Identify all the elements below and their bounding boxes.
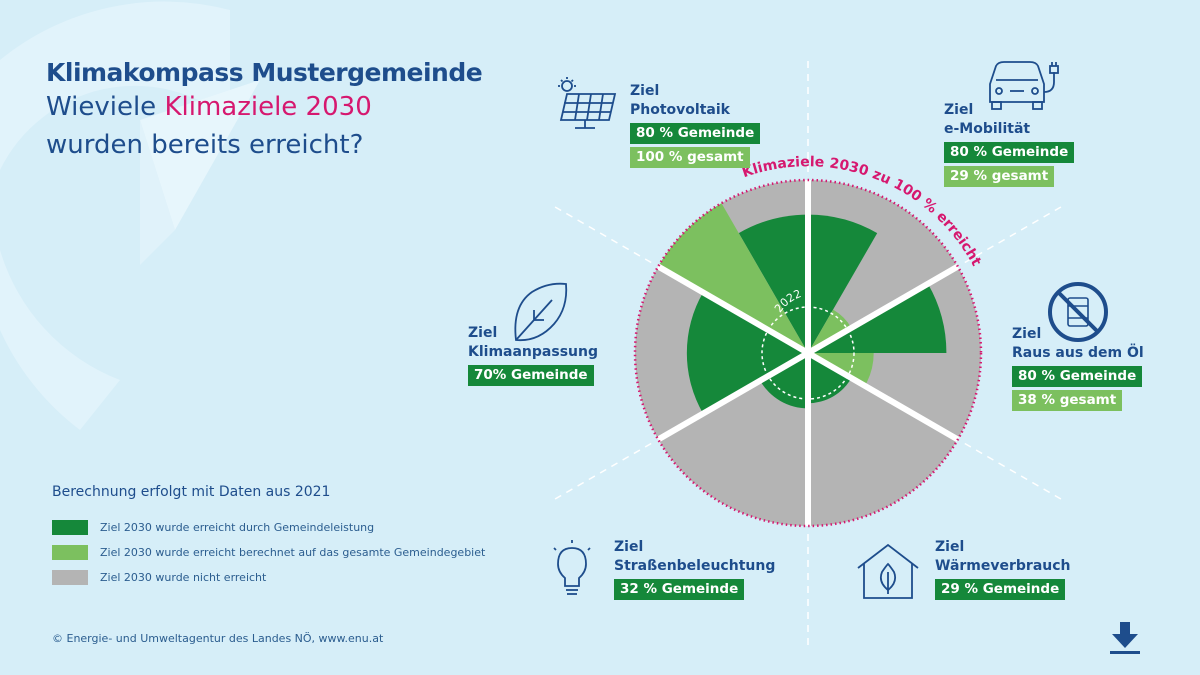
goal-strassenbeleuchtung: Ziel Straßenbeleuchtung 32 % Gemeinde xyxy=(614,538,775,600)
no-oil-barrel-icon xyxy=(1048,282,1108,342)
badge-gemeinde: 32 % Gemeinde xyxy=(614,579,745,600)
page-title: Klimakompass Mustergemeinde xyxy=(46,58,483,87)
sector-background-wärmeverbrauch xyxy=(808,353,958,526)
legend-label: Ziel 2030 wurde erreicht durch Gemeindel… xyxy=(100,521,375,534)
badge-gemeinde: 80 % Gemeinde xyxy=(1012,366,1143,387)
goal-ziel-label: Ziel xyxy=(468,325,498,341)
subtitle-accent: Klimaziele 2030 xyxy=(164,92,372,122)
sector-divider xyxy=(656,350,810,443)
sector-divider xyxy=(806,350,960,443)
sector-gemeinde-photovoltaik xyxy=(738,214,808,353)
goal-ziel-label: Ziel xyxy=(630,83,660,99)
house-leaf-icon xyxy=(857,543,919,599)
sector-background-straßenbeleuchtung xyxy=(658,353,808,526)
chart-legend: Berechnung erfolgt mit Daten aus 2021 Zi… xyxy=(52,484,485,595)
goal-name: e-Mobilität xyxy=(944,121,1031,137)
badge-gesamt: 38 % gesamt xyxy=(1012,390,1123,411)
goal-klimaanpassung: Ziel Klimaanpassung 70% Gemeinde xyxy=(468,324,598,386)
legend-label: Ziel 2030 wurde nicht erreicht xyxy=(100,571,267,584)
chart-sectors xyxy=(635,180,981,526)
sector-gesamt-photovoltaik xyxy=(658,203,808,353)
inner-2022-circle xyxy=(761,306,855,400)
chart-dividers xyxy=(656,180,960,526)
legend-item: Ziel 2030 wurde erreicht berechnet auf d… xyxy=(52,545,485,560)
goal-ziel-label: Ziel xyxy=(935,539,965,555)
legend-swatch-grey xyxy=(52,570,88,585)
goal-emobilitaet: Ziel e-Mobilität 80 % Gemeinde 29 % gesa… xyxy=(944,101,1075,187)
badge-gemeinde: 80 % Gemeinde xyxy=(630,123,761,144)
electric-car-icon xyxy=(989,61,1059,110)
leaf-icon xyxy=(514,282,568,342)
sector-gemeinde-klimaanpassung xyxy=(686,292,808,414)
goal-name: Klimaanpassung xyxy=(468,344,598,360)
legend-item: Ziel 2030 wurde nicht erreicht xyxy=(52,570,485,585)
guide-line xyxy=(549,442,652,503)
solar-panel-icon xyxy=(558,77,617,129)
goal-photovoltaik: Ziel Photovoltaik 80 % Gemeinde 100 % ge… xyxy=(630,82,761,168)
goal-ziel-label: Ziel xyxy=(1012,326,1042,342)
page-subtitle: Wieviele Klimaziele 2030 xyxy=(46,92,372,122)
badge-gemeinde: 80 % Gemeinde xyxy=(944,142,1075,163)
subtitle-prefix: Wieviele xyxy=(46,92,165,122)
legend-swatch-light xyxy=(52,545,88,560)
legend-item: Ziel 2030 wurde erreicht durch Gemeindel… xyxy=(52,520,485,535)
download-icon[interactable] xyxy=(1108,620,1142,656)
sector-gemeinde-wärmeverbrauch xyxy=(808,353,852,404)
chart-guide-lines xyxy=(549,55,1067,651)
sector-divider xyxy=(656,263,810,356)
light-bulb-icon xyxy=(553,540,591,595)
badge-gemeinde: 29 % Gemeinde xyxy=(935,579,1066,600)
sector-gemeinde-e-mobilität xyxy=(808,214,878,353)
goal-waermeverbrauch: Ziel Wärmeverbrauch 29 % Gemeinde xyxy=(935,538,1071,600)
goal-name: Straßenbeleuchtung xyxy=(614,558,776,574)
legend-title: Berechnung erfolgt mit Daten aus 2021 xyxy=(52,484,331,500)
goal-oel: Ziel Raus aus dem Öl 80 % Gemeinde 38 % … xyxy=(1012,325,1144,411)
legend-swatch-dark xyxy=(52,520,88,535)
goal-name: Photovoltaik xyxy=(630,102,730,118)
goal-name: Raus aus dem Öl xyxy=(1012,345,1144,361)
guide-line xyxy=(549,203,652,264)
sector-divider xyxy=(806,263,960,356)
badge-gesamt: 29 % gesamt xyxy=(944,166,1055,187)
goal-name: Wärmeverbrauch xyxy=(935,558,1071,574)
goal-ziel-label: Ziel xyxy=(614,539,644,555)
guide-line xyxy=(964,442,1067,503)
sector-gemeinde-straßenbeleuchtung xyxy=(760,353,808,409)
copyright-footer: © Energie- und Umweltagentur des Landes … xyxy=(52,632,384,645)
badge-gemeinde: 70% Gemeinde xyxy=(468,365,594,386)
badge-gesamt: 100 % gesamt xyxy=(630,147,750,168)
legend-label: Ziel 2030 wurde erreicht berechnet auf d… xyxy=(100,546,486,559)
goal-ziel-label: Ziel xyxy=(944,102,974,118)
guide-line xyxy=(964,203,1067,264)
page-subtitle-line2: wurden bereits erreicht? xyxy=(46,130,364,160)
target-circle xyxy=(633,178,983,528)
